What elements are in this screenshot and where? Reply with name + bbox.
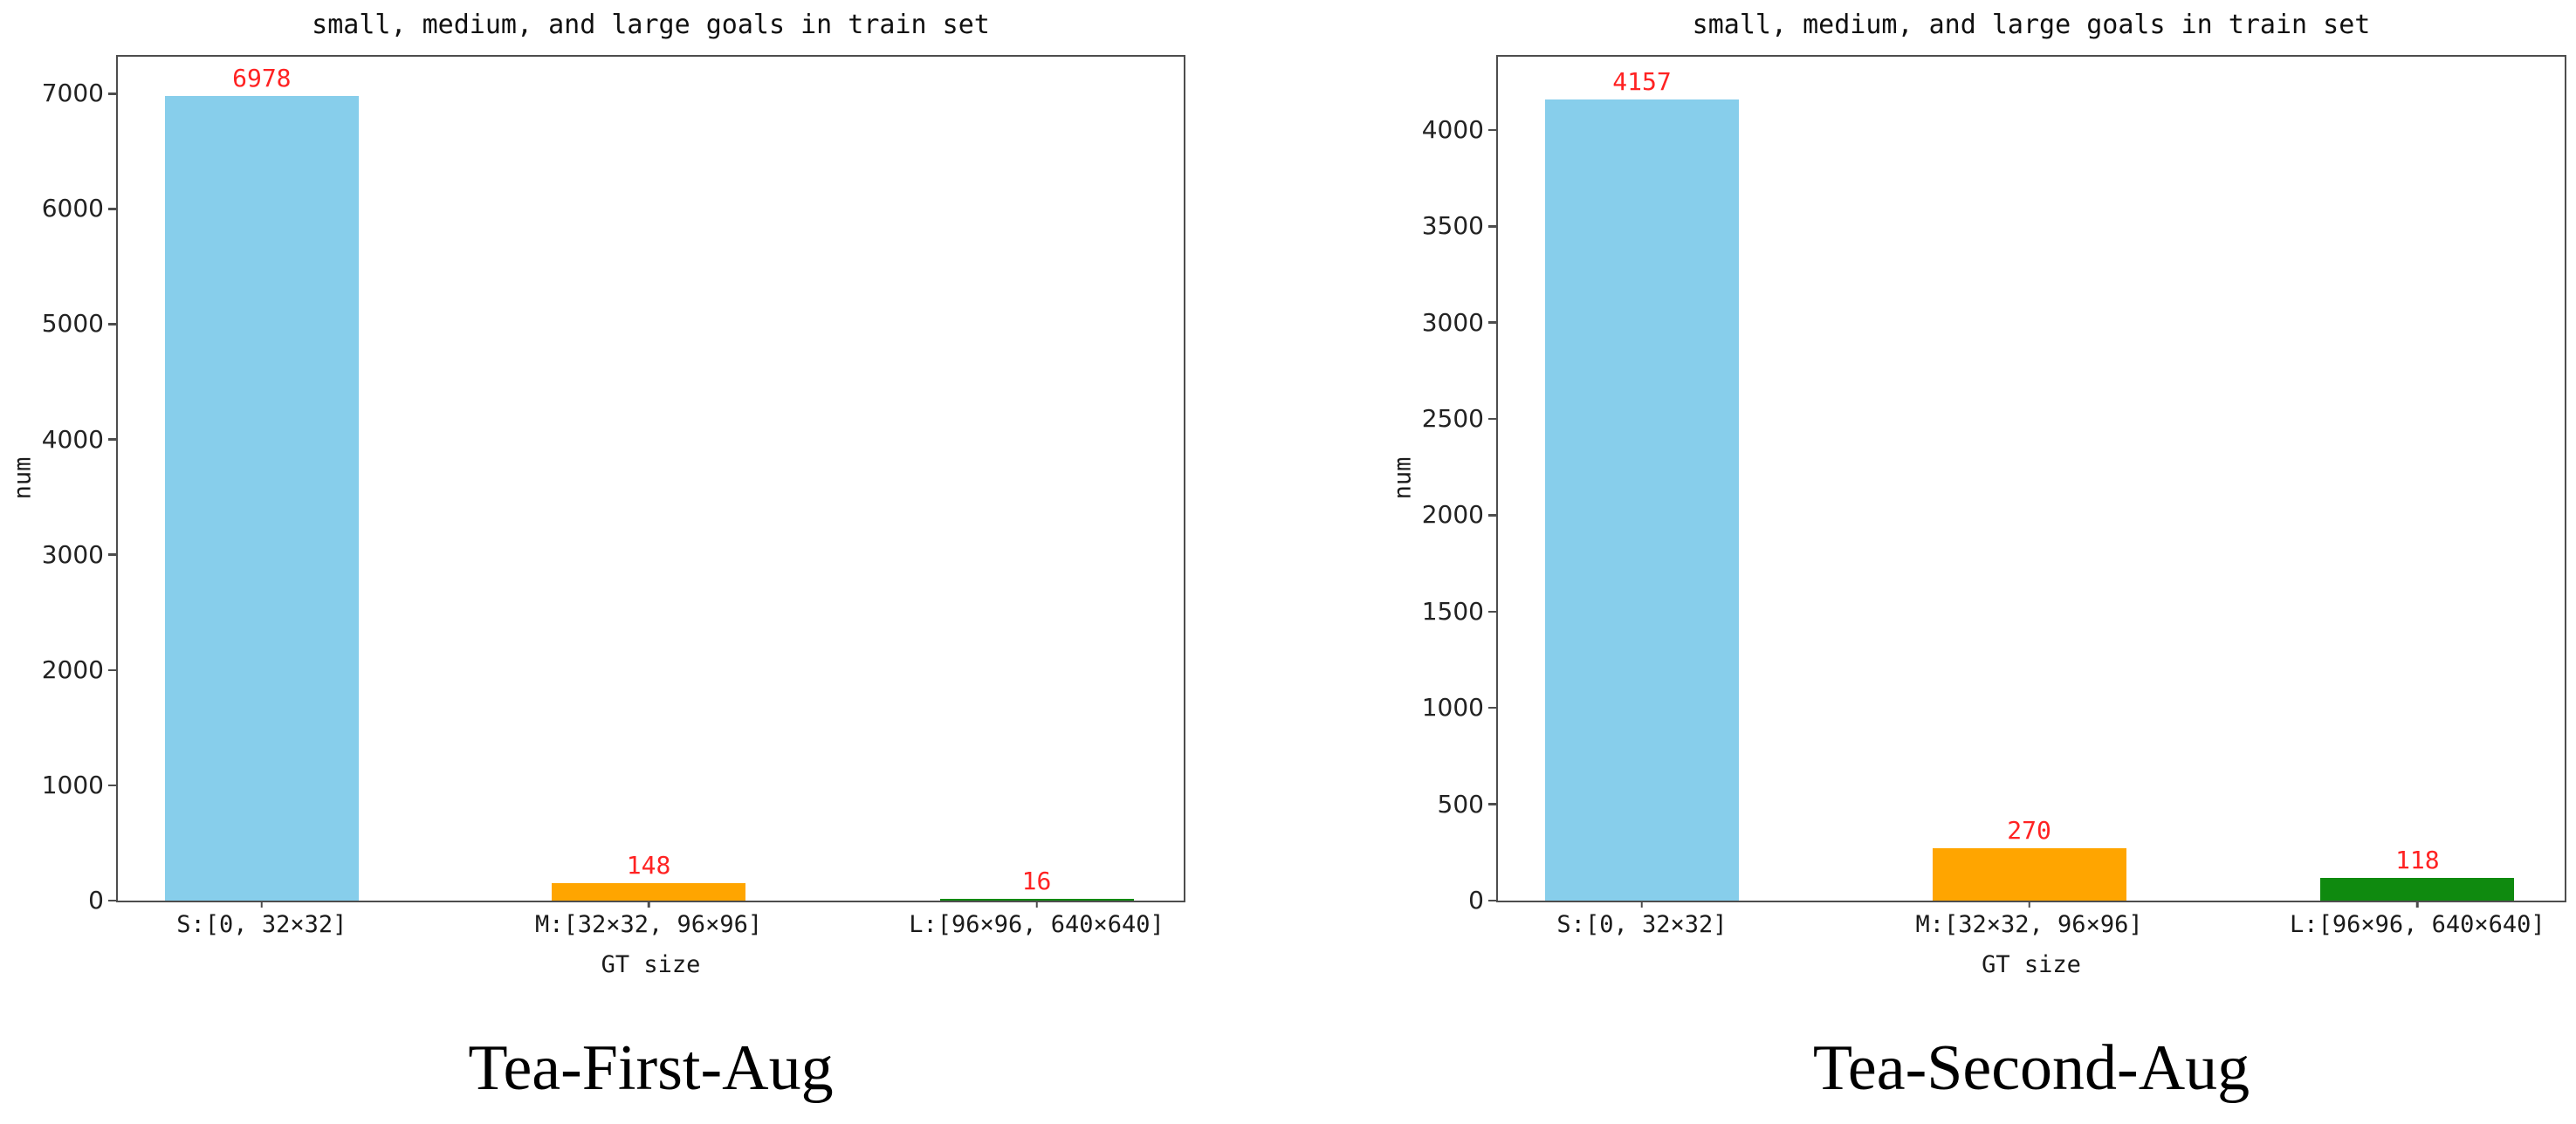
figure-caption: Tea-Second-Aug — [1812, 1032, 2250, 1104]
x-tick-mark — [1035, 901, 1038, 908]
y-tick-label: 7000 — [41, 79, 104, 108]
x-axis-label: GT size — [1982, 951, 2081, 978]
bar-value-label: 148 — [626, 851, 671, 881]
bar-medium — [1932, 848, 2126, 901]
y-tick-mark — [107, 668, 116, 672]
y-tick-mark — [107, 438, 116, 441]
y-tick-mark — [1487, 225, 1496, 228]
x-tick-mark — [260, 901, 264, 908]
bar-value-label: 6978 — [232, 64, 292, 93]
bar-value-label: 270 — [2007, 816, 2051, 846]
y-tick-mark — [107, 208, 116, 210]
bar-small — [164, 96, 359, 901]
y-tick-label: 2000 — [1421, 500, 1484, 530]
y-tick-label: 6000 — [41, 194, 104, 223]
y-tick-mark — [1487, 899, 1496, 902]
y-tick-mark — [1487, 610, 1496, 613]
x-tick-label: S:[0, 32×32] — [1556, 911, 1728, 938]
y-tick-mark — [107, 553, 116, 556]
chart-title: small, medium, and large goals in train … — [312, 10, 990, 40]
y-tick-mark — [107, 93, 116, 95]
x-tick-label: L:[96×96, 640×640] — [909, 911, 1164, 938]
y-tick-mark — [1487, 128, 1496, 132]
y-tick-label: 4000 — [41, 424, 104, 454]
x-tick-label: L:[96×96, 640×640] — [2290, 911, 2545, 938]
x-tick-label: S:[0, 32×32] — [176, 911, 347, 938]
bar-small — [1544, 99, 1739, 901]
x-tick-label: M:[32×32, 96×96] — [1915, 911, 2143, 938]
y-tick-mark — [1487, 321, 1496, 324]
y-tick-label: 1000 — [1421, 693, 1484, 723]
y-tick-mark — [1487, 706, 1496, 709]
x-tick-mark — [647, 901, 650, 908]
y-tick-label: 1500 — [1421, 596, 1484, 626]
y-tick-label: 2000 — [41, 655, 104, 684]
y-tick-label: 3000 — [41, 539, 104, 569]
y-tick-label: 3000 — [1421, 307, 1484, 337]
y-tick-label: 0 — [1468, 886, 1484, 915]
y-tick-mark — [107, 784, 116, 787]
plot-area: 0 500 1000 1500 2000 2500 3000 3500 4000 4157 S:[0… — [1422, 55, 2566, 938]
y-tick-label: 0 — [88, 886, 104, 915]
bar-medium — [552, 883, 746, 901]
y-tick-mark — [1487, 417, 1496, 421]
bar-value-label: 118 — [2395, 845, 2440, 874]
y-tick-mark — [107, 323, 116, 326]
y-tick-mark — [1487, 514, 1496, 517]
bar-value-label: 4157 — [1612, 67, 1672, 97]
y-tick-label: 4000 — [1421, 114, 1484, 144]
x-axis-label: GT size — [601, 951, 701, 978]
y-axis-label: num — [1389, 456, 1417, 500]
figure-caption: Tea-First-Aug — [468, 1032, 834, 1104]
figure-tea-second-aug: small, medium, and large goals in train … — [1288, 0, 2576, 1124]
y-tick-label: 3500 — [1421, 211, 1484, 241]
y-tick-label: 1000 — [41, 770, 104, 799]
y-tick-label: 500 — [1437, 789, 1484, 819]
bar-value-label: 16 — [1021, 866, 1052, 895]
bar-large — [2320, 877, 2515, 901]
chart-title: small, medium, and large goals in train … — [1692, 10, 2371, 40]
y-tick-label: 2500 — [1421, 404, 1484, 434]
x-tick-mark — [1640, 901, 1644, 908]
plot-area: 0 1000 2000 3000 4000 5000 6000 7000 6978 S:[0, 3… — [42, 55, 1185, 938]
y-tick-mark — [107, 899, 116, 902]
y-tick-mark — [1487, 803, 1496, 805]
y-tick-label: 5000 — [41, 309, 104, 339]
x-tick-mark — [2416, 901, 2419, 908]
bar-large — [939, 898, 1134, 901]
figure-tea-first-aug: small, medium, and large goals in train … — [9, 10, 1185, 1104]
x-tick-mark — [2028, 901, 2030, 908]
x-tick-label: M:[32×32, 96×96] — [535, 911, 763, 938]
y-axis-label: num — [9, 456, 37, 500]
